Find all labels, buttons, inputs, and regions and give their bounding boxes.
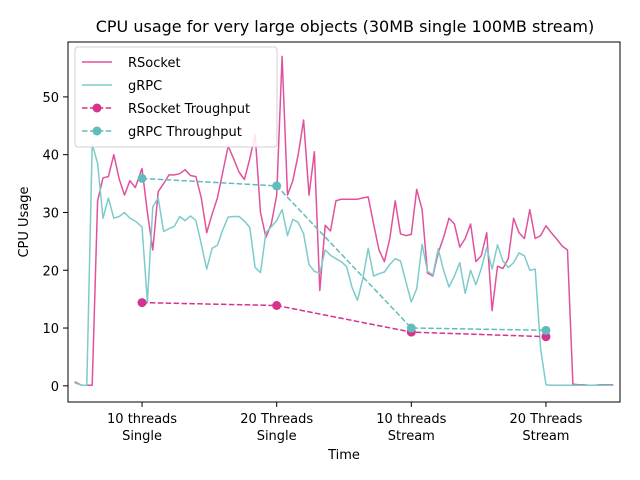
legend-marker-4 bbox=[92, 126, 102, 136]
chart-title: CPU usage for very large objects (30MB s… bbox=[96, 17, 595, 36]
x-tick-label-line2: Stream bbox=[388, 429, 435, 444]
series-line-4 bbox=[141, 177, 547, 332]
x-tick-label-line1: 20 Threads bbox=[509, 412, 582, 427]
y-tick-label: 30 bbox=[42, 206, 59, 221]
series-line-3 bbox=[141, 301, 547, 338]
series-marker-4 bbox=[541, 325, 551, 335]
x-tick-label-line2: Stream bbox=[522, 429, 569, 444]
x-tick-label-line1: 20 Threads bbox=[240, 412, 313, 427]
series-layer bbox=[74, 55, 614, 386]
legend-label-3: RSocket Troughput bbox=[128, 102, 250, 117]
y-tick-label: 40 bbox=[42, 149, 59, 164]
series-marker-3 bbox=[272, 300, 282, 310]
series-line-2 bbox=[74, 143, 614, 386]
series-marker-4 bbox=[272, 181, 282, 191]
legend-box bbox=[74, 46, 278, 148]
y-axis-label: CPU Usage bbox=[17, 186, 32, 257]
y-tick-label: 0 bbox=[51, 380, 59, 395]
x-axis: 10 threads Single 20 Threads Single 10 threa… bbox=[107, 402, 583, 444]
legend-marker-3 bbox=[92, 103, 102, 113]
series-marker-3 bbox=[137, 298, 147, 308]
series-marker-4 bbox=[406, 323, 416, 333]
legend-label-1: RSocket bbox=[128, 56, 181, 71]
legend: RSocket gRPC RSocket Troughput gRPC Through… bbox=[74, 46, 278, 148]
x-tick-label-line2: Single bbox=[257, 429, 297, 444]
series-marker-3 bbox=[541, 332, 551, 342]
plot-frame bbox=[67, 41, 621, 403]
legend-label-4: gRPC Throughput bbox=[128, 125, 242, 140]
y-tick-label: 50 bbox=[42, 91, 59, 106]
y-axis: 0 10 20 30 40 50 bbox=[42, 91, 68, 395]
x-axis-label: Time bbox=[327, 448, 360, 463]
x-tick-label-line2: Single bbox=[122, 429, 162, 444]
series-marker-4 bbox=[137, 173, 147, 183]
y-tick-label: 10 bbox=[42, 322, 59, 337]
x-tick-label-line1: 10 threads bbox=[107, 412, 177, 427]
legend-label-2: gRPC bbox=[128, 79, 162, 94]
y-tick-label: 20 bbox=[42, 264, 59, 279]
x-tick-label-line1: 10 threads bbox=[376, 412, 446, 427]
